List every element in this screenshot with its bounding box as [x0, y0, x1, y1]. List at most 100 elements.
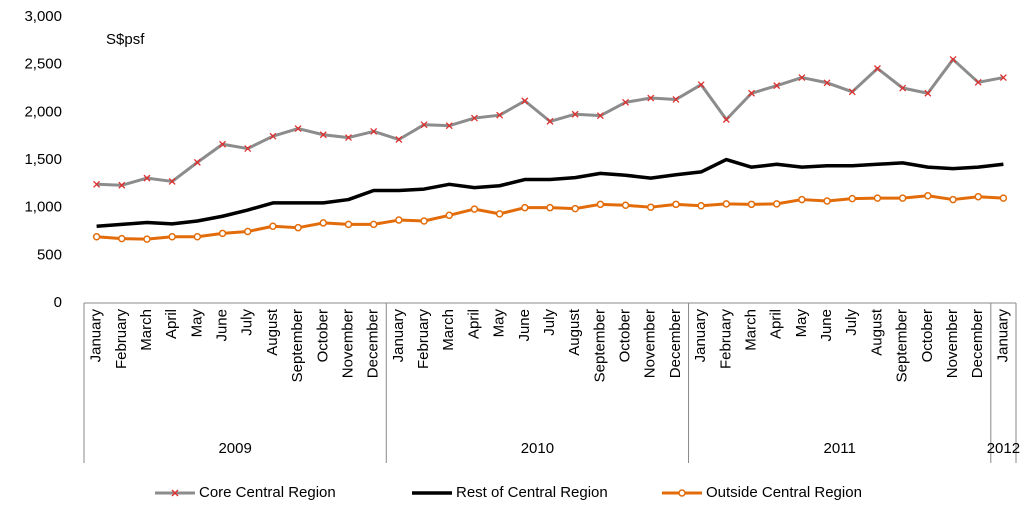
x-tick-label: January — [390, 309, 407, 363]
x-tick-label: January — [994, 309, 1011, 363]
data-point — [899, 84, 907, 92]
x-tick-label: April — [768, 309, 785, 339]
data-point-stroke — [949, 55, 957, 63]
x-tick-label: June — [818, 309, 835, 342]
data-point-stroke — [924, 89, 932, 97]
data-point — [420, 121, 428, 129]
data-point — [772, 200, 781, 208]
data-point — [92, 232, 101, 241]
data-point — [495, 210, 504, 218]
data-point — [949, 195, 957, 204]
x-tick-label: May — [188, 309, 205, 338]
series-line — [96, 157, 1004, 229]
data-point — [243, 227, 252, 236]
data-point-stroke — [420, 121, 428, 129]
data-point — [823, 79, 831, 87]
x-group-label: 2009 — [218, 440, 251, 457]
x-tick-label: July — [541, 309, 558, 336]
x-tick-label: September — [591, 309, 608, 382]
y-tick-label: 3,000 — [24, 8, 62, 25]
data-point-stroke — [848, 88, 856, 96]
x-group-label: 2010 — [521, 440, 554, 457]
data-point — [999, 74, 1007, 81]
x-tick-label: February — [113, 309, 130, 370]
data-point — [521, 97, 529, 105]
data-point — [445, 122, 453, 130]
data-point — [118, 234, 126, 243]
x-tick-label: March — [742, 309, 759, 351]
x-tick-label: June — [214, 309, 231, 342]
data-point — [873, 194, 882, 202]
data-point — [722, 200, 731, 208]
data-point-stroke — [219, 140, 227, 148]
data-point — [219, 140, 227, 148]
x-tick-label: October — [919, 309, 936, 362]
x-tick-label: February — [717, 309, 734, 370]
x-tick-label: January — [88, 309, 105, 363]
data-point-stroke — [370, 127, 378, 135]
data-point — [621, 201, 630, 210]
data-point — [168, 177, 176, 185]
data-point — [823, 197, 831, 205]
x-tick-label: November — [944, 309, 961, 378]
data-point — [496, 111, 504, 119]
data-point — [395, 216, 403, 224]
data-point — [369, 220, 378, 229]
data-point-stroke — [319, 131, 327, 139]
legend-marker — [678, 489, 686, 497]
data-point — [218, 229, 227, 238]
data-point-stroke — [470, 114, 478, 122]
data-point-stroke — [622, 98, 630, 106]
data-point — [747, 200, 756, 209]
data-point — [596, 200, 605, 209]
data-point-stroke — [395, 136, 403, 143]
data-point — [269, 132, 277, 140]
x-tick-label: August — [566, 308, 583, 356]
x-tick-label: June — [516, 309, 533, 342]
y-tick-label: 1,000 — [24, 199, 62, 216]
data-point-stroke — [345, 134, 352, 142]
y-tick-label: 0 — [54, 294, 62, 311]
data-point-stroke — [647, 94, 655, 102]
data-point-stroke — [899, 84, 907, 92]
data-point-stroke — [93, 180, 101, 188]
data-point — [93, 180, 101, 188]
x-tick-label: October — [617, 309, 634, 362]
data-point — [949, 55, 957, 63]
data-point-stroke — [294, 125, 302, 132]
legend-marker — [171, 489, 179, 497]
data-point-stroke — [168, 177, 176, 185]
data-point — [319, 219, 328, 227]
y-tick-label: 2,500 — [24, 56, 62, 73]
data-point-stroke — [143, 174, 151, 182]
data-point — [470, 205, 479, 213]
data-point — [647, 94, 655, 102]
x-tick-label: July — [239, 309, 256, 336]
data-point — [445, 211, 453, 220]
data-point — [722, 116, 730, 123]
data-point — [898, 194, 907, 202]
data-point-stroke — [873, 65, 881, 72]
data-point-stroke — [445, 122, 453, 130]
x-tick-label: May — [491, 309, 508, 338]
data-point-stroke — [269, 132, 277, 140]
data-point-stroke — [773, 82, 781, 90]
data-point — [420, 217, 428, 225]
data-point — [672, 96, 680, 103]
x-tick-label: November — [339, 309, 356, 378]
data-point — [697, 81, 705, 89]
data-point-stroke — [697, 81, 705, 89]
data-point — [344, 220, 353, 229]
data-point — [999, 194, 1008, 202]
y-tick-label: 1,500 — [24, 151, 62, 168]
x-tick-label: February — [415, 309, 432, 370]
x-group-label: 2012 — [987, 440, 1020, 457]
data-point-stroke — [974, 78, 982, 86]
data-point-stroke — [244, 145, 252, 153]
data-point-stroke — [546, 117, 554, 125]
data-point — [848, 88, 856, 96]
x-tick-label: August — [264, 308, 281, 356]
unit-annotation: S$psf — [106, 31, 145, 48]
data-point — [244, 145, 252, 153]
data-point-stroke — [798, 74, 806, 81]
